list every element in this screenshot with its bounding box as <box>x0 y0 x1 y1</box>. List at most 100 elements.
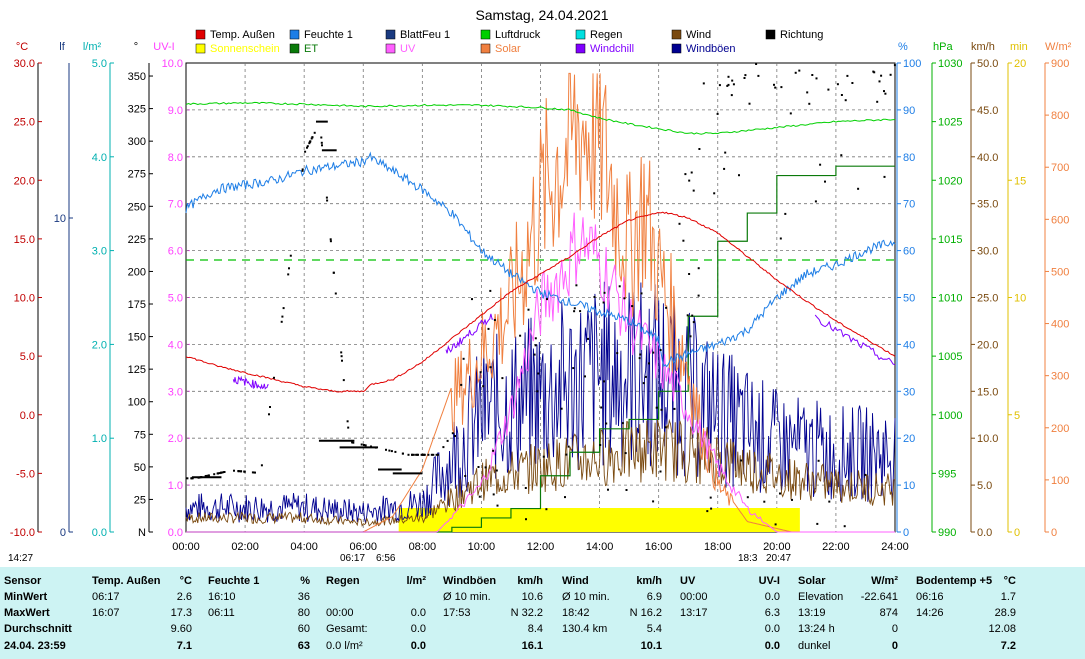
axis-tick-label-rain: 4.0 <box>92 152 107 164</box>
series-direction-point <box>220 471 223 474</box>
series-direction-point <box>442 446 445 449</box>
series-direction-point <box>341 359 343 362</box>
series-direction-point <box>496 504 499 507</box>
axis-tick-label-direction: 325 <box>128 104 146 116</box>
axis-tick-label-direction: 25 <box>134 494 146 506</box>
legend-label: ET <box>304 43 318 55</box>
axis-tick-label-temp: 0.0 <box>20 410 35 422</box>
legend-label: Richtung <box>780 29 823 41</box>
series-direction-point <box>560 407 563 410</box>
legend-swatch <box>671 43 682 54</box>
series-direction-point <box>533 353 536 356</box>
stats-row-label: 24.04. 23:59 <box>4 640 66 652</box>
series-direction-point <box>575 284 578 287</box>
series-direction-point <box>710 507 713 510</box>
stats-cell-left: 16:07 <box>92 607 120 619</box>
series-direction-point <box>808 102 811 105</box>
series-direction-point <box>217 472 219 475</box>
legend-label: Sonnenschein <box>210 43 280 55</box>
axis-tick-label-direction: 350 <box>128 71 146 83</box>
stats-cell-value: 0.0 <box>410 607 426 619</box>
series-direction-point <box>757 74 760 77</box>
series-direction-point <box>240 470 242 473</box>
axis-tick-label-temp: 10.0 <box>14 293 35 305</box>
stats-cell-value: 10.6 <box>521 591 543 603</box>
stats-cell-left: 06:17 <box>92 591 120 603</box>
series-direction-point <box>430 453 433 456</box>
series-direction-point <box>527 308 530 311</box>
stats-header-label: Sensor <box>4 575 42 587</box>
series-direction-point <box>816 522 819 525</box>
series-direction-point <box>730 94 733 97</box>
series-direction-point <box>640 292 643 295</box>
series-direction-point <box>501 377 504 380</box>
series-direction-point <box>827 88 830 91</box>
stats-cell-left: 16:10 <box>208 591 236 603</box>
series-direction-point <box>446 439 449 442</box>
stats-row-label: MinWert <box>4 591 48 603</box>
series-direction-point <box>482 385 485 388</box>
series-direction-point <box>326 199 329 202</box>
series-direction-point <box>846 74 849 77</box>
series-direction-point <box>301 168 304 171</box>
axis-tick-label-humidity: 60 <box>903 246 915 258</box>
series-direction-point <box>819 163 822 166</box>
series-direction-point <box>660 408 663 411</box>
stats-cell-left: 0.0 l/m² <box>326 640 363 652</box>
axis-tick-label-wind: 50.0 <box>977 58 998 70</box>
stats-cell-value: 9.60 <box>170 623 192 635</box>
series-direction-point <box>190 477 193 480</box>
stats-cell-value: 36 <box>297 591 310 603</box>
series-direction-point <box>692 189 695 192</box>
series-direction-point <box>836 83 839 86</box>
series-direction-point <box>564 496 566 499</box>
series-direction-point <box>364 444 367 447</box>
axis-unit-leaf: lf <box>59 41 65 53</box>
series-direction-point <box>346 420 349 423</box>
series-direction-point <box>304 150 307 153</box>
axis-unit-direction: ° <box>134 41 138 53</box>
stats-cell-value: N 32.2 <box>510 607 543 619</box>
stats-header-unit: km/h <box>636 575 662 587</box>
stats-header-label: Feuchte 1 <box>208 575 260 587</box>
legend: Temp. Außen Feuchte 1 BlattFeu 1 Luftdruck R… <box>195 29 823 55</box>
series-direction-point <box>697 267 700 270</box>
axis-tick-label-direction: 300 <box>128 136 146 148</box>
axis-tick-label-direction: 200 <box>128 266 146 278</box>
series-temp <box>185 211 896 393</box>
series-direction-point <box>688 273 691 275</box>
series-direction-point <box>889 73 892 76</box>
series-direction-point <box>417 453 419 456</box>
series-direction-point <box>289 254 292 257</box>
series-direction-point <box>407 453 410 456</box>
stats-header-label: Wind <box>562 575 589 587</box>
series-direction-point <box>545 508 548 511</box>
series-direction-point <box>726 84 729 87</box>
axis-tick-label-uv: 9.0 <box>168 105 183 117</box>
series-direction-point <box>883 90 885 93</box>
series-direction-point <box>313 131 316 134</box>
stats-cell-value: 17.3 <box>170 607 192 619</box>
x-tick-label: 16:00 <box>645 541 673 553</box>
series-direction-point <box>616 352 619 355</box>
series-direction-point <box>536 390 539 393</box>
stats-cell-value: 10.1 <box>640 640 662 652</box>
stats-header-unit: km/h <box>517 575 543 587</box>
axis-tick-label-direction: 175 <box>128 299 146 311</box>
series-direction-point <box>844 99 847 102</box>
series-direction-point <box>342 379 345 382</box>
series-direction-point <box>843 525 846 528</box>
axis-tick-label-humidity: 10 <box>903 480 915 492</box>
axis-tick-label-humidity: 0 <box>903 527 909 539</box>
axis-tick-label-leaf: 0 <box>60 527 66 539</box>
legend-label: Luftdruck <box>495 29 541 41</box>
series-direction-point <box>618 285 621 288</box>
series-direction-point <box>546 298 548 301</box>
axis-unit-sunshine: min <box>1010 41 1028 53</box>
legend-label: Wind <box>686 29 711 41</box>
axis-tick-label-temp: 20.0 <box>14 175 35 187</box>
series-direction-point <box>260 464 263 467</box>
legend-label: BlattFeu 1 <box>400 29 450 41</box>
stats-cell-value: -22.641 <box>860 591 898 603</box>
axis-tick-label-humidity: 90 <box>903 105 915 117</box>
